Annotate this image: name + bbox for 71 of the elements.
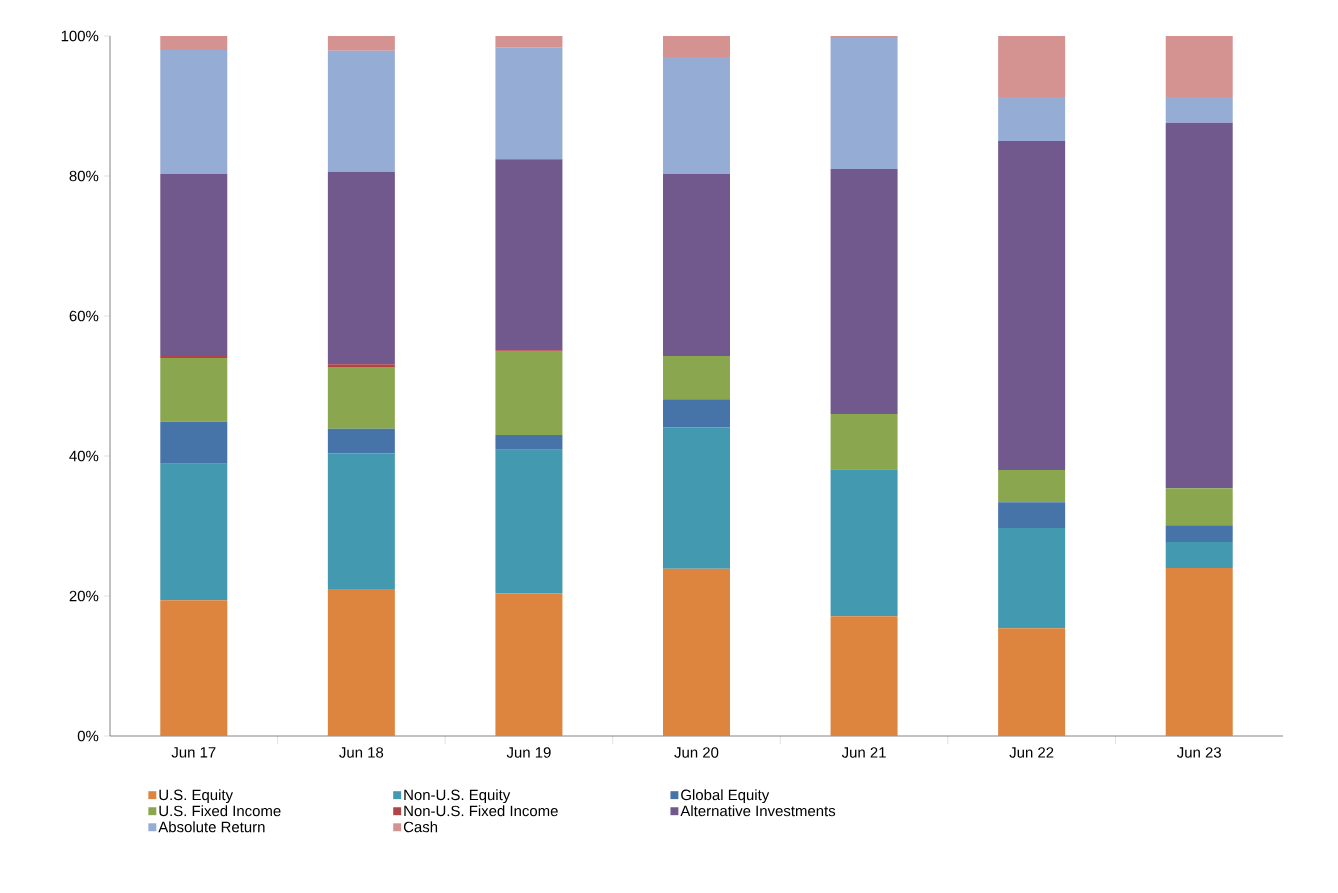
legend-label: U.S. Fixed Income xyxy=(159,805,281,817)
bar xyxy=(998,628,1066,736)
bar xyxy=(160,49,228,174)
legend-label: Non-U.S. Equity xyxy=(404,789,511,804)
legend-label: Non-U.S. Fixed Income xyxy=(404,805,558,817)
bar xyxy=(998,502,1066,529)
legend-label: Global Equity xyxy=(681,789,770,804)
bar xyxy=(160,358,228,422)
bar xyxy=(663,427,730,569)
y-tick-label: 100% xyxy=(61,30,99,42)
bar xyxy=(160,421,228,464)
bar xyxy=(327,367,395,429)
bar xyxy=(495,435,563,450)
y-tick-label: 60% xyxy=(69,310,99,322)
bar xyxy=(663,568,730,736)
bar xyxy=(998,470,1066,503)
y-tick-label: 80% xyxy=(69,170,99,182)
bar xyxy=(663,173,730,356)
bar xyxy=(663,56,730,174)
bar xyxy=(830,616,898,736)
legend-label: U.S. Equity xyxy=(159,789,234,804)
bar xyxy=(998,35,1066,97)
x-tick-label: Jun 23 xyxy=(1177,747,1221,758)
bar xyxy=(327,171,395,365)
bar xyxy=(1165,122,1233,489)
bar xyxy=(1165,525,1233,543)
bar xyxy=(663,355,730,400)
bar xyxy=(327,453,395,589)
bar xyxy=(327,50,395,172)
bar xyxy=(830,168,898,414)
bar xyxy=(327,428,395,454)
bar xyxy=(830,38,898,169)
bar xyxy=(327,364,395,368)
bar xyxy=(495,593,563,736)
bar xyxy=(327,35,395,51)
bar xyxy=(495,47,563,160)
x-tick-label: Jun 19 xyxy=(506,747,551,758)
bar xyxy=(495,159,563,351)
bar xyxy=(830,414,898,470)
bar xyxy=(1165,35,1233,97)
y-tick-label: 0% xyxy=(77,730,99,742)
bar xyxy=(160,35,228,50)
legend-label: Absolute Return xyxy=(158,821,265,833)
bar xyxy=(495,449,563,594)
bar xyxy=(998,96,1066,141)
bar xyxy=(160,355,228,358)
y-tick-label: 20% xyxy=(69,590,99,602)
bar xyxy=(160,173,228,356)
bar xyxy=(1165,488,1233,526)
x-tick-label: Jun 20 xyxy=(674,747,719,758)
bar xyxy=(160,600,228,736)
bar xyxy=(663,35,730,57)
x-tick-label: Jun 21 xyxy=(841,747,886,758)
bar xyxy=(1165,568,1233,736)
legend-label: Cash xyxy=(403,821,438,833)
bar xyxy=(327,589,395,736)
bar xyxy=(830,35,898,39)
bar xyxy=(663,399,730,428)
x-tick-label: Jun 22 xyxy=(1009,747,1054,758)
bar xyxy=(1165,542,1233,568)
bar xyxy=(160,463,228,601)
bar xyxy=(495,351,563,435)
bar xyxy=(998,528,1066,629)
bar xyxy=(998,140,1066,470)
x-tick-label: Jun 18 xyxy=(339,747,384,758)
legend-label: Alternative Investments xyxy=(680,805,836,817)
bar xyxy=(495,35,563,48)
bar xyxy=(830,469,898,617)
x-tick-label: Jun 17 xyxy=(171,747,216,758)
y-tick-label: 40% xyxy=(69,450,99,462)
bar xyxy=(1165,96,1233,123)
